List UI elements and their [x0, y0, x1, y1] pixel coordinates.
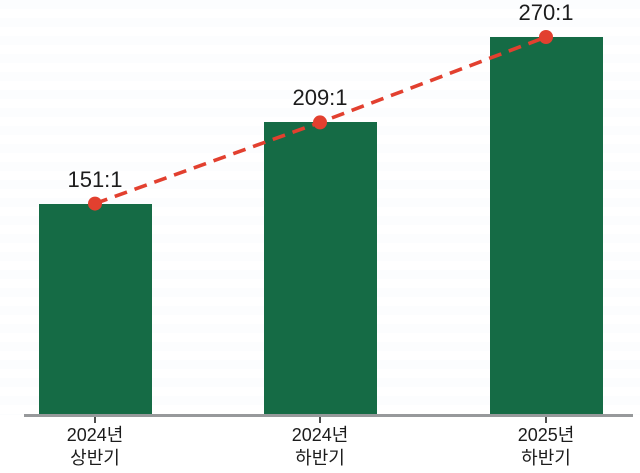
- x-label-line1: 2024년: [291, 425, 349, 445]
- x-axis-line: [24, 414, 633, 417]
- x-label-line1: 2024년: [66, 425, 124, 445]
- x-axis-tick: [319, 416, 321, 423]
- x-label-line2: 하반기: [521, 448, 571, 468]
- x-axis-tick: [545, 416, 547, 423]
- x-label-line2: 하반기: [295, 448, 345, 468]
- x-label-line1: 2025년: [517, 425, 575, 445]
- bar: [489, 37, 603, 415]
- plot-area: [0, 0, 640, 415]
- value-label: 209:1: [292, 85, 348, 111]
- bar: [38, 203, 152, 415]
- bar: [263, 122, 377, 415]
- value-label: 151:1: [67, 166, 123, 192]
- value-label: 270:1: [518, 0, 574, 25]
- x-axis-tick: [94, 416, 96, 423]
- x-label-line2: 상반기: [70, 448, 120, 468]
